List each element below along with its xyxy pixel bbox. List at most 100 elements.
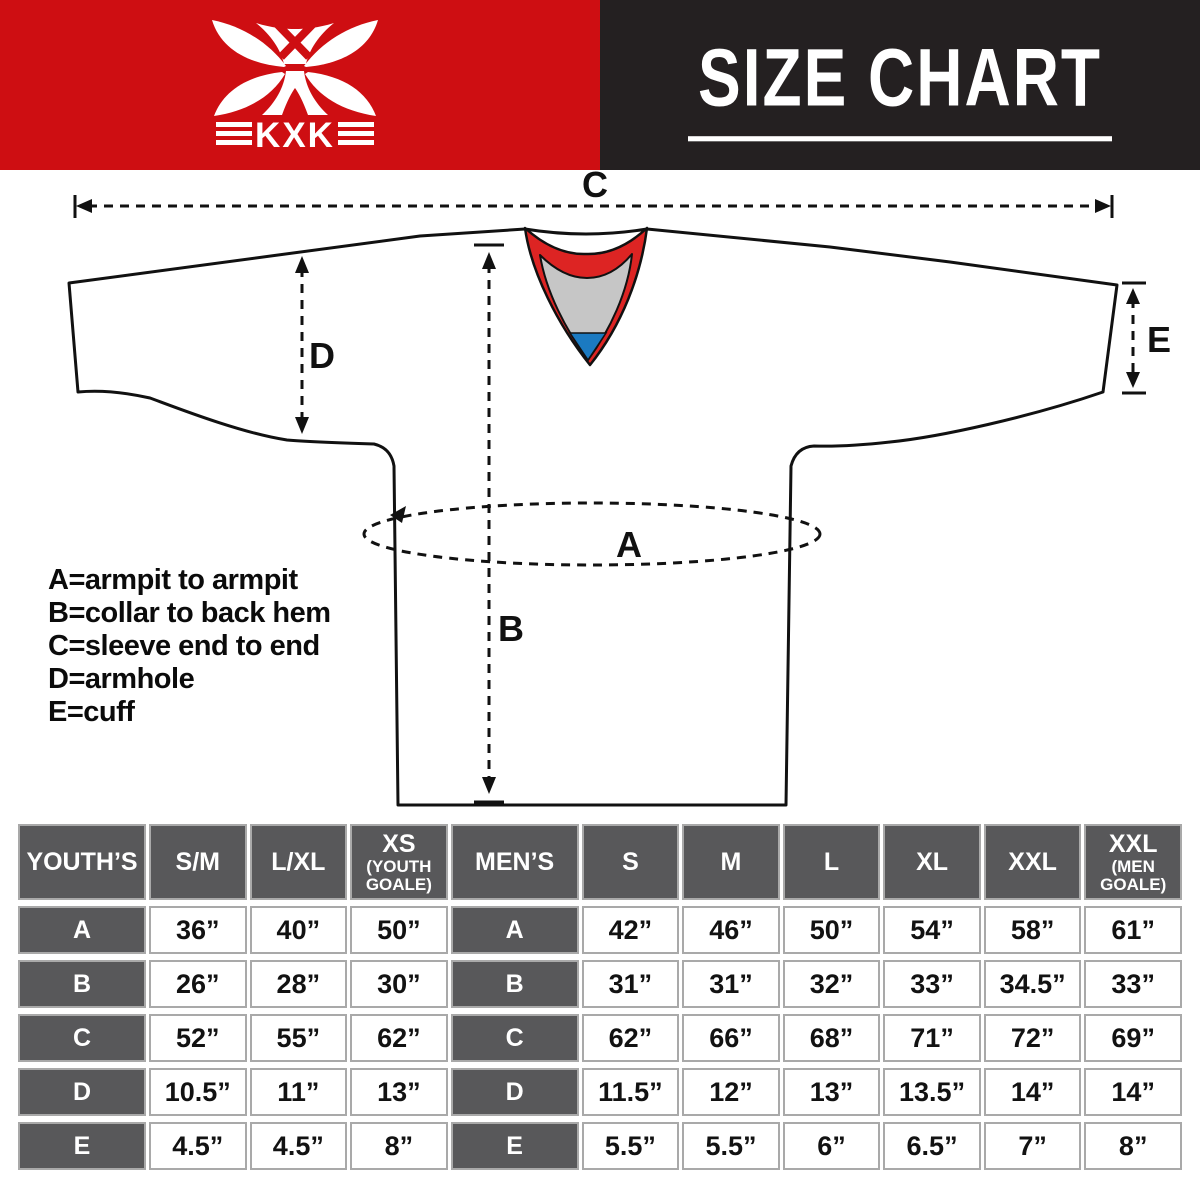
value-cell: 54”	[883, 906, 981, 954]
value-cell: 13.5”	[883, 1068, 981, 1116]
row-label-cell: B	[18, 960, 146, 1008]
title-panel: SIZE CHART	[600, 0, 1200, 170]
value-cell: 50”	[350, 906, 448, 954]
value-cell: 42”	[581, 906, 680, 954]
logo-wing	[212, 20, 286, 67]
row-label-cell: A	[18, 906, 146, 954]
column-header: XS (YOUTH GOALE)	[350, 824, 448, 900]
value-cell: 6”	[782, 1122, 881, 1170]
row-label-cell: B	[450, 960, 579, 1008]
value-cell: 71”	[883, 1014, 981, 1062]
legend-line: D=armhole	[48, 663, 195, 695]
value-cell: 12”	[682, 1068, 780, 1116]
measure-b-arrow-up	[482, 252, 496, 269]
measure-a-ellipse	[362, 501, 822, 567]
value-cell: 8”	[350, 1122, 448, 1170]
row-label-cell: D	[450, 1068, 579, 1116]
table-row: A 36” 40” 50” A 42” 46” 50” 54” 58” 61”	[18, 906, 1182, 954]
size-table: YOUTH’S S/M L/XL XS (YOUTH GOALE) MEN’S S M L XL X…	[15, 818, 1185, 1176]
table-row: E 4.5” 4.5” 8” E 5.5” 5.5” 6” 6.5” 7” 8”	[18, 1122, 1182, 1170]
column-header: M	[682, 824, 780, 900]
table-row: D 10.5” 11” 13” D 11.5” 12” 13” 13.5” 14” 14”	[18, 1068, 1182, 1116]
legend-line: A=armpit to armpit	[48, 564, 298, 596]
measure-label-a: A	[616, 524, 642, 565]
value-cell: 31”	[682, 960, 780, 1008]
value-cell: 66”	[682, 1014, 780, 1062]
measure-a-arrow	[390, 506, 406, 523]
value-cell: 28”	[249, 960, 348, 1008]
jersey-diagram-svg: C D B A E A=armpit to arm	[48, 170, 1171, 807]
row-label-cell: D	[18, 1068, 146, 1116]
column-header: MEN’S	[450, 824, 579, 900]
value-cell: 11.5”	[581, 1068, 680, 1116]
logo-text: KXK	[255, 116, 335, 155]
value-cell: 4.5”	[149, 1122, 247, 1170]
value-cell: 7”	[983, 1122, 1082, 1170]
value-cell: 52”	[149, 1014, 247, 1062]
measure-b-arrow-down	[482, 777, 496, 794]
brand-panel: KXK	[0, 0, 600, 170]
value-cell: 33”	[883, 960, 981, 1008]
value-cell: 31”	[581, 960, 680, 1008]
table-row: C 52” 55” 62” C 62” 66” 68” 71” 72” 69”	[18, 1014, 1182, 1062]
size-table-body: A 36” 40” 50” A 42” 46” 50” 54” 58” 61” B 26” 28” 30” B…	[18, 906, 1182, 1170]
value-cell: 69”	[1084, 1014, 1182, 1062]
row-label-cell: E	[450, 1122, 579, 1170]
column-header: XL	[883, 824, 981, 900]
column-header: XXL	[983, 824, 1082, 900]
value-cell: 11”	[249, 1068, 348, 1116]
value-cell: 8”	[1084, 1122, 1182, 1170]
measure-e-arrow-up	[1126, 288, 1140, 304]
value-cell: 68”	[782, 1014, 881, 1062]
logo-legs	[262, 71, 328, 115]
value-cell: 62”	[350, 1014, 448, 1062]
measure-c-arrow-right	[1095, 199, 1111, 213]
value-cell: 4.5”	[249, 1122, 348, 1170]
row-label-cell: E	[18, 1122, 146, 1170]
column-header: L/XL	[249, 824, 348, 900]
measure-label-b: B	[498, 608, 524, 649]
size-table-head-row: YOUTH’S S/M L/XL XS (YOUTH GOALE) MEN’S S M L XL X…	[18, 824, 1182, 900]
measure-c-arrow-left	[76, 199, 92, 213]
value-cell: 14”	[983, 1068, 1082, 1116]
measure-e-arrow-down	[1126, 372, 1140, 388]
value-cell: 36”	[149, 906, 247, 954]
value-cell: 30”	[350, 960, 448, 1008]
column-header: S/M	[149, 824, 247, 900]
collar-blue-insert	[568, 332, 608, 362]
legend-line: B=collar to back hem	[48, 597, 331, 629]
legend-line: C=sleeve end to end	[48, 630, 320, 662]
value-cell: 62”	[581, 1014, 680, 1062]
value-cell: 34.5”	[983, 960, 1082, 1008]
logo-wing	[305, 72, 376, 116]
value-cell: 72”	[983, 1014, 1082, 1062]
column-header: XXL (MEN GOALE)	[1084, 824, 1182, 900]
row-label-cell: C	[18, 1014, 146, 1062]
value-cell: 50”	[782, 906, 881, 954]
value-cell: 10.5”	[149, 1068, 247, 1116]
value-cell: 5.5”	[682, 1122, 780, 1170]
measure-label-d: D	[309, 335, 335, 376]
legend-line: E=cuff	[48, 696, 135, 728]
size-table-wrap: YOUTH’S S/M L/XL XS (YOUTH GOALE) MEN’S S M L XL X…	[15, 818, 1185, 1176]
measure-label-e: E	[1147, 319, 1171, 360]
kxk-logo: KXK	[212, 20, 378, 155]
value-cell: 32”	[782, 960, 881, 1008]
value-cell: 6.5”	[883, 1122, 981, 1170]
value-cell: 46”	[682, 906, 780, 954]
value-cell: 13”	[350, 1068, 448, 1116]
value-cell: 61”	[1084, 906, 1182, 954]
measure-d-arrow-up	[295, 256, 309, 273]
jersey-outline	[67, 227, 1119, 807]
column-header: YOUTH’S	[18, 824, 146, 900]
jersey-diagram: C D B A E A=armpit to arm	[0, 170, 1200, 820]
value-cell: 13”	[782, 1068, 881, 1116]
value-cell: 58”	[983, 906, 1082, 954]
column-header: S	[581, 824, 680, 900]
measure-d-arrow-down	[295, 417, 309, 434]
collar-inner	[539, 253, 633, 361]
value-cell: 5.5”	[581, 1122, 680, 1170]
row-label-cell: A	[450, 906, 579, 954]
header-banner: KXK SIZE CHART	[0, 0, 1200, 170]
